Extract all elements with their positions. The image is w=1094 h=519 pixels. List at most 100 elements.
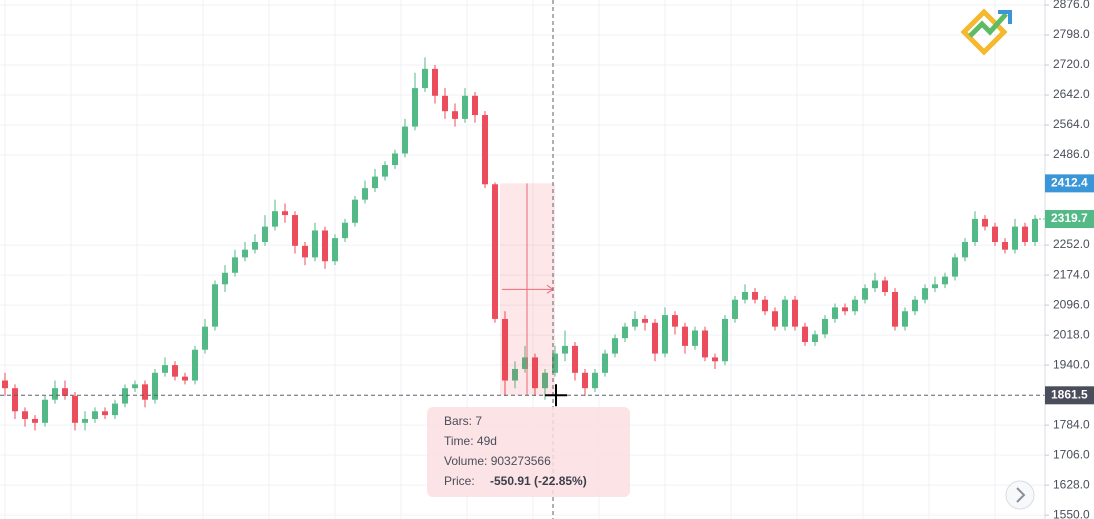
candle-body: [372, 176, 378, 189]
candle-body: [222, 272, 228, 285]
candle-body: [882, 280, 888, 293]
candle-body: [1002, 241, 1008, 250]
candle-body: [62, 388, 68, 396]
y-tick-label: 2876.0: [1053, 0, 1090, 11]
candle-body: [682, 326, 688, 346]
price-label-box: [1045, 210, 1094, 229]
candle-body: [832, 307, 838, 319]
candle-body: [142, 384, 148, 400]
candle-body: [92, 411, 98, 419]
measure-tooltip: [427, 407, 630, 497]
candle-body: [602, 353, 608, 373]
candle-body: [2, 380, 8, 389]
candle-body: [492, 184, 498, 319]
candle-body: [352, 199, 358, 223]
candle-body: [942, 276, 948, 285]
candle-body: [762, 299, 768, 312]
candle-body: [692, 330, 698, 346]
candle-body: [182, 376, 188, 381]
candle-body: [642, 318, 648, 323]
y-tick-label: 2252.0: [1053, 237, 1090, 251]
y-tick-label: 2642.0: [1053, 87, 1090, 101]
candle-body: [622, 326, 628, 339]
candle-body: [102, 411, 108, 416]
y-tick-label: 1628.0: [1053, 477, 1090, 491]
y-tick-label: 2564.0: [1053, 117, 1090, 131]
candle-body: [852, 299, 858, 312]
measure-price-label: Price:: [444, 474, 475, 488]
candle-body: [152, 372, 158, 400]
candle-body: [342, 222, 348, 239]
candle-body: [842, 307, 848, 312]
candle-body: [112, 403, 118, 416]
candle-body: [462, 95, 468, 119]
candle-body: [972, 218, 978, 242]
scroll-button[interactable]: [1005, 480, 1035, 510]
candle-body: [702, 330, 708, 358]
candle-body: [892, 292, 898, 327]
candle-body: [292, 215, 298, 246]
candle-body: [262, 226, 268, 242]
candle-body: [482, 115, 488, 185]
candle-body: [212, 284, 218, 327]
candle-body: [792, 299, 798, 327]
candle-body: [132, 384, 138, 389]
y-tick-label: 2486.0: [1053, 147, 1090, 161]
candle-body: [982, 218, 988, 227]
candle-body: [522, 357, 528, 369]
candle-body: [722, 318, 728, 362]
candle-body: [332, 238, 338, 262]
candle-body: [932, 284, 938, 289]
candle-body: [742, 292, 748, 300]
candle-body: [422, 68, 428, 89]
candle-body: [392, 153, 398, 166]
candle-body: [452, 111, 458, 119]
candle-body: [322, 230, 328, 262]
candle-body: [362, 188, 368, 200]
candle-body: [552, 353, 558, 373]
y-tick-label: 2720.0: [1053, 57, 1090, 71]
price-label-box: [1045, 386, 1094, 405]
candle-body: [572, 345, 578, 373]
candle-body: [52, 388, 58, 400]
y-tick-label: 1784.0: [1053, 417, 1090, 431]
y-tick-label: 2798.0: [1053, 27, 1090, 41]
candle-body: [172, 365, 178, 377]
candle-body: [632, 318, 638, 327]
candle-body: [252, 241, 258, 250]
candle-body: [442, 95, 448, 112]
candle-body: [12, 388, 18, 412]
candle-body: [32, 418, 38, 423]
candle-body: [802, 326, 808, 343]
candle-body: [232, 257, 238, 273]
candle-body: [192, 349, 198, 381]
y-tick-label: 1550.0: [1053, 507, 1090, 519]
candle-body: [432, 68, 438, 96]
price-label: 1861.5: [1051, 387, 1088, 401]
candle-body: [952, 257, 958, 277]
measure-bars: Bars: 7: [444, 414, 482, 428]
candle-body: [872, 280, 878, 289]
candle-body: [652, 322, 658, 354]
candle-body: [22, 411, 28, 419]
candle-body: [582, 372, 588, 389]
measure-volume: Volume: 903273566: [444, 454, 551, 468]
candle-body: [1022, 226, 1028, 242]
candle-body: [312, 230, 318, 258]
logo: [960, 8, 1012, 56]
candle-body: [962, 241, 968, 258]
candle-body: [202, 326, 208, 350]
candle-body: [72, 395, 78, 423]
measure-time: Time: 49d: [444, 434, 497, 448]
candle-body: [412, 88, 418, 127]
candle-body: [812, 334, 818, 343]
candle-body: [122, 388, 128, 404]
candle-body: [672, 315, 678, 327]
candle-body: [752, 292, 758, 300]
y-tick-label: 2018.0: [1053, 327, 1090, 341]
candle-body: [282, 211, 288, 216]
candle-body: [612, 338, 618, 354]
candle-body: [772, 311, 778, 327]
candle-body: [912, 299, 918, 312]
